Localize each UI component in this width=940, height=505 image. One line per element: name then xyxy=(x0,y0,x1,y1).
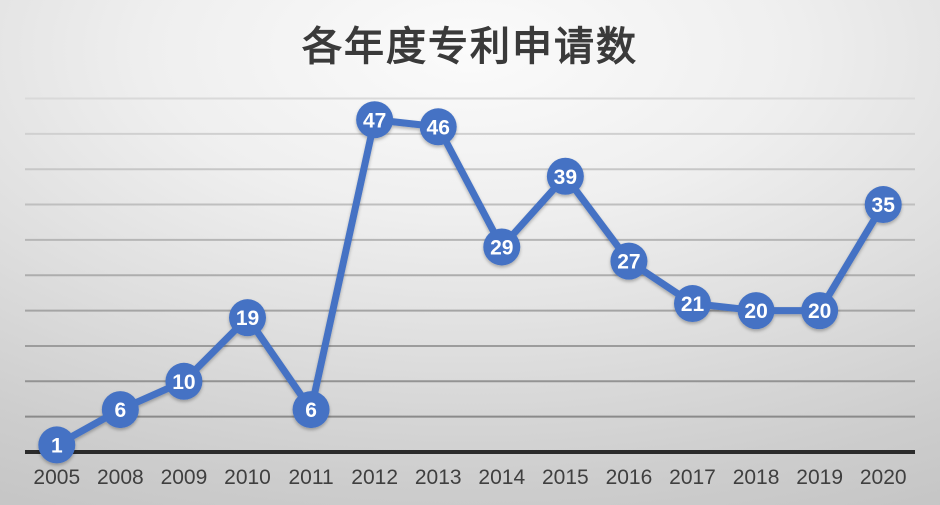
data-point-marker xyxy=(546,157,584,195)
data-point-label: 27 xyxy=(617,251,640,274)
data-point-marker xyxy=(165,362,203,400)
data-point-label: 20 xyxy=(744,300,767,323)
x-axis-label: 2008 xyxy=(97,466,144,489)
data-point-label: 6 xyxy=(305,399,317,422)
data-point-marker xyxy=(610,242,648,280)
data-point-marker xyxy=(229,299,266,337)
x-axis-label: 2013 xyxy=(415,466,462,489)
data-point-marker xyxy=(864,186,902,224)
data-point-label: 6 xyxy=(115,399,127,422)
data-point-marker xyxy=(38,426,76,464)
x-axis-label: 2011 xyxy=(288,466,333,489)
data-point-label: 1 xyxy=(51,434,63,457)
x-axis-label: 2018 xyxy=(733,466,780,489)
data-point-label: 29 xyxy=(490,237,513,260)
data-point-label: 20 xyxy=(808,300,831,323)
data-point-label: 46 xyxy=(427,116,450,139)
data-series: 1 6 10 19 6 47 46 29 39 27 21 20 20 35 xyxy=(38,101,902,464)
data-point-label: 21 xyxy=(681,293,705,316)
data-point-marker xyxy=(419,108,457,146)
x-axis-label: 2012 xyxy=(351,466,398,489)
chart-title: 各年度专利申请数 xyxy=(302,25,638,69)
x-axis-label: 2016 xyxy=(606,466,653,489)
x-axis-label: 2015 xyxy=(542,466,589,489)
data-point-label: 10 xyxy=(172,371,195,394)
x-axis-label: 2005 xyxy=(33,466,80,489)
data-point-label: 19 xyxy=(236,307,259,330)
data-point-marker xyxy=(356,101,394,139)
data-point-marker xyxy=(674,285,711,323)
data-point-label: 35 xyxy=(872,194,896,217)
data-point-marker xyxy=(737,292,775,330)
x-axis-label: 2017 xyxy=(669,466,716,489)
data-point-marker xyxy=(801,292,839,330)
x-axis-label: 2020 xyxy=(860,466,907,489)
data-point-label: 47 xyxy=(363,109,386,132)
data-point-label: 39 xyxy=(554,166,577,189)
data-point-marker xyxy=(101,391,139,429)
x-axis-label: 2010 xyxy=(224,466,271,489)
x-axis-label: 2014 xyxy=(478,466,525,489)
x-axis-label: 2009 xyxy=(161,466,208,489)
data-point-marker xyxy=(483,228,521,266)
x-axis-label: 2019 xyxy=(796,466,843,489)
data-point-marker xyxy=(292,391,330,429)
